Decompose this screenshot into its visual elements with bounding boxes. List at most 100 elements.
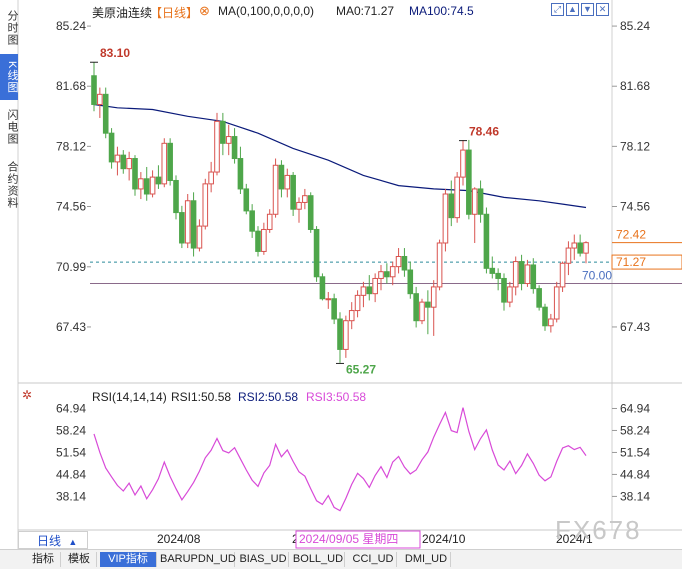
candle [489,256,496,279]
arrow-down-icon[interactable]: ▼ [581,3,594,16]
close-icon[interactable]: ✕ [596,3,609,16]
rsi-settings-icon[interactable]: ✲ [22,388,33,402]
watermark: FX678 [555,515,642,545]
candle [231,128,238,164]
candle [296,197,302,223]
candle [91,62,97,112]
toolbar-item-boll[interactable]: BOLL_UD [292,552,345,567]
candle-body [507,286,513,303]
candle-body [290,174,296,210]
candle [108,128,115,169]
tab-contract-info[interactable]: 合约资料 [6,161,18,209]
candle [389,261,396,286]
candle-body [372,277,378,295]
candle-body [190,200,197,249]
candle-body [448,193,455,219]
candle [477,180,484,223]
candle-body [407,269,414,295]
candle [114,146,121,176]
candle-body [120,154,127,170]
price-axis-label: 67.43 [56,320,86,334]
candle-body [220,120,226,144]
toolbar-item-cci[interactable]: CCI_UD [350,552,397,567]
period-tag[interactable]: 【日线】 [150,6,199,20]
candle [272,158,279,218]
arrow-up-icon[interactable]: ▲ [566,3,579,16]
annotation-low-1: 65.27 [346,362,376,376]
candle-body [483,213,490,269]
candle-body [542,306,548,327]
candle [149,170,156,198]
toolbar-item-template[interactable]: 模板 [62,552,97,567]
candle-body [489,267,496,274]
candle [196,219,203,252]
candle [559,261,566,292]
candle-body [313,228,320,278]
candle-body [348,310,355,322]
candle [214,112,220,176]
rsi3-value: RSI3:50.58 [306,390,367,404]
candle [512,256,519,296]
candle-body [413,293,419,322]
candle-body [454,176,460,219]
candle-body [132,158,138,190]
candle-body [442,193,449,244]
expand-icon[interactable]: ⤢ [551,3,564,16]
candle [507,281,513,308]
period-tab-daily[interactable]: 日线 ▲ [18,531,88,549]
period-tab-label: 日线 [37,534,62,548]
indicator-toolbar: 指标 模板 VIP指标 BARUPDN_UD BIAS_UD BOLL_UD C… [0,549,682,569]
price-axis-label: 85.24 [56,19,86,33]
toolbar-item-bias[interactable]: BIAS_UD [238,552,289,567]
candle [319,273,326,301]
candle-body [354,294,361,312]
candle-body [583,242,589,254]
candle [401,248,408,277]
candle-body [196,225,203,249]
x-axis-label: 2024/10 [422,532,466,546]
rsi-axis-right-label: 51.54 [620,445,650,459]
annotation-high-1: 83.10 [100,46,130,60]
tab-flash-chart[interactable]: 闪电图 [6,109,18,145]
candle-body [173,179,179,214]
price-axis-label: 78.12 [56,139,86,153]
candle [366,275,373,301]
candle-body [155,176,162,185]
candle [553,281,560,323]
candle-body [179,212,185,244]
price-axis-right-label: 78.12 [620,139,650,153]
candle [536,285,542,311]
price-axis-label: 81.68 [56,79,86,93]
candle-body [471,188,478,215]
candle-body [161,142,168,185]
toolbar-item-dmi[interactable]: DMI_UD [402,552,451,567]
tab-time-chart[interactable]: 分时图 [6,10,18,46]
rsi-axis-right-label: 44.84 [620,467,650,481]
candle [120,150,127,174]
candle-body [389,266,396,278]
candle-body [378,271,384,279]
candle [143,166,150,201]
candle-body [138,178,144,190]
price-axis-right-label: 85.24 [620,19,650,33]
toolbar-item-indicator[interactable]: 指标 [26,552,61,567]
settings-icon[interactable]: ⊗ [199,3,210,18]
candle-body [307,195,314,230]
toolbar-item-barupdn[interactable]: BARUPDN_UD [160,552,236,567]
caret-up-icon: ▲ [68,537,78,547]
candle-body [559,262,566,288]
price-axis-right-label: 67.43 [620,320,650,334]
candle [348,302,355,330]
candle-body [243,188,250,212]
tab-kline-chart[interactable]: K线图 [0,54,18,100]
candle [278,160,285,198]
ma100-value: MA100:74.5 [409,4,474,18]
rsi-axis-right-label: 38.14 [620,489,650,503]
candle [202,178,209,230]
candle-body [518,261,525,285]
candle [442,188,449,252]
rsi-axis-label: 38.14 [56,489,86,503]
toolbar-item-vip[interactable]: VIP指标 [100,552,157,567]
candle [132,155,138,196]
